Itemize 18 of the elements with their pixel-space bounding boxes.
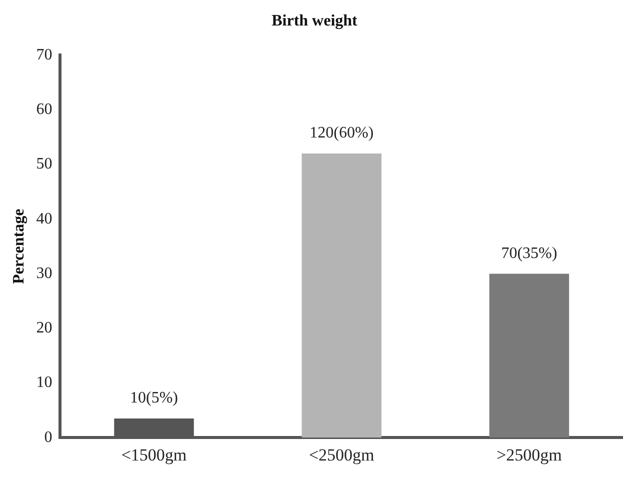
y-axis-title: Percentage (10, 208, 28, 284)
y-tick-label: 60 (36, 101, 52, 118)
bar (302, 154, 382, 438)
annotation: 120(60%) (310, 124, 374, 142)
annotation: 70(35%) (501, 244, 558, 262)
y-tick-label: 20 (36, 320, 52, 337)
y-tick-label: 30 (36, 264, 52, 282)
y-tick-label: 70 (36, 46, 52, 64)
chart-title: Birth weight (272, 12, 358, 30)
annotation: 10(5%) (130, 390, 178, 407)
x-tick-label: >2500gm (496, 445, 562, 464)
x-tick-label: <1500gm (121, 445, 187, 464)
bar (489, 274, 570, 438)
x-tick-label: <2500gm (308, 445, 374, 464)
y-tick-label: 50 (36, 156, 52, 173)
y-tick-label: 40 (36, 210, 52, 228)
y-tick-label: 0 (44, 428, 52, 446)
y-tick-label: 10 (36, 374, 52, 392)
